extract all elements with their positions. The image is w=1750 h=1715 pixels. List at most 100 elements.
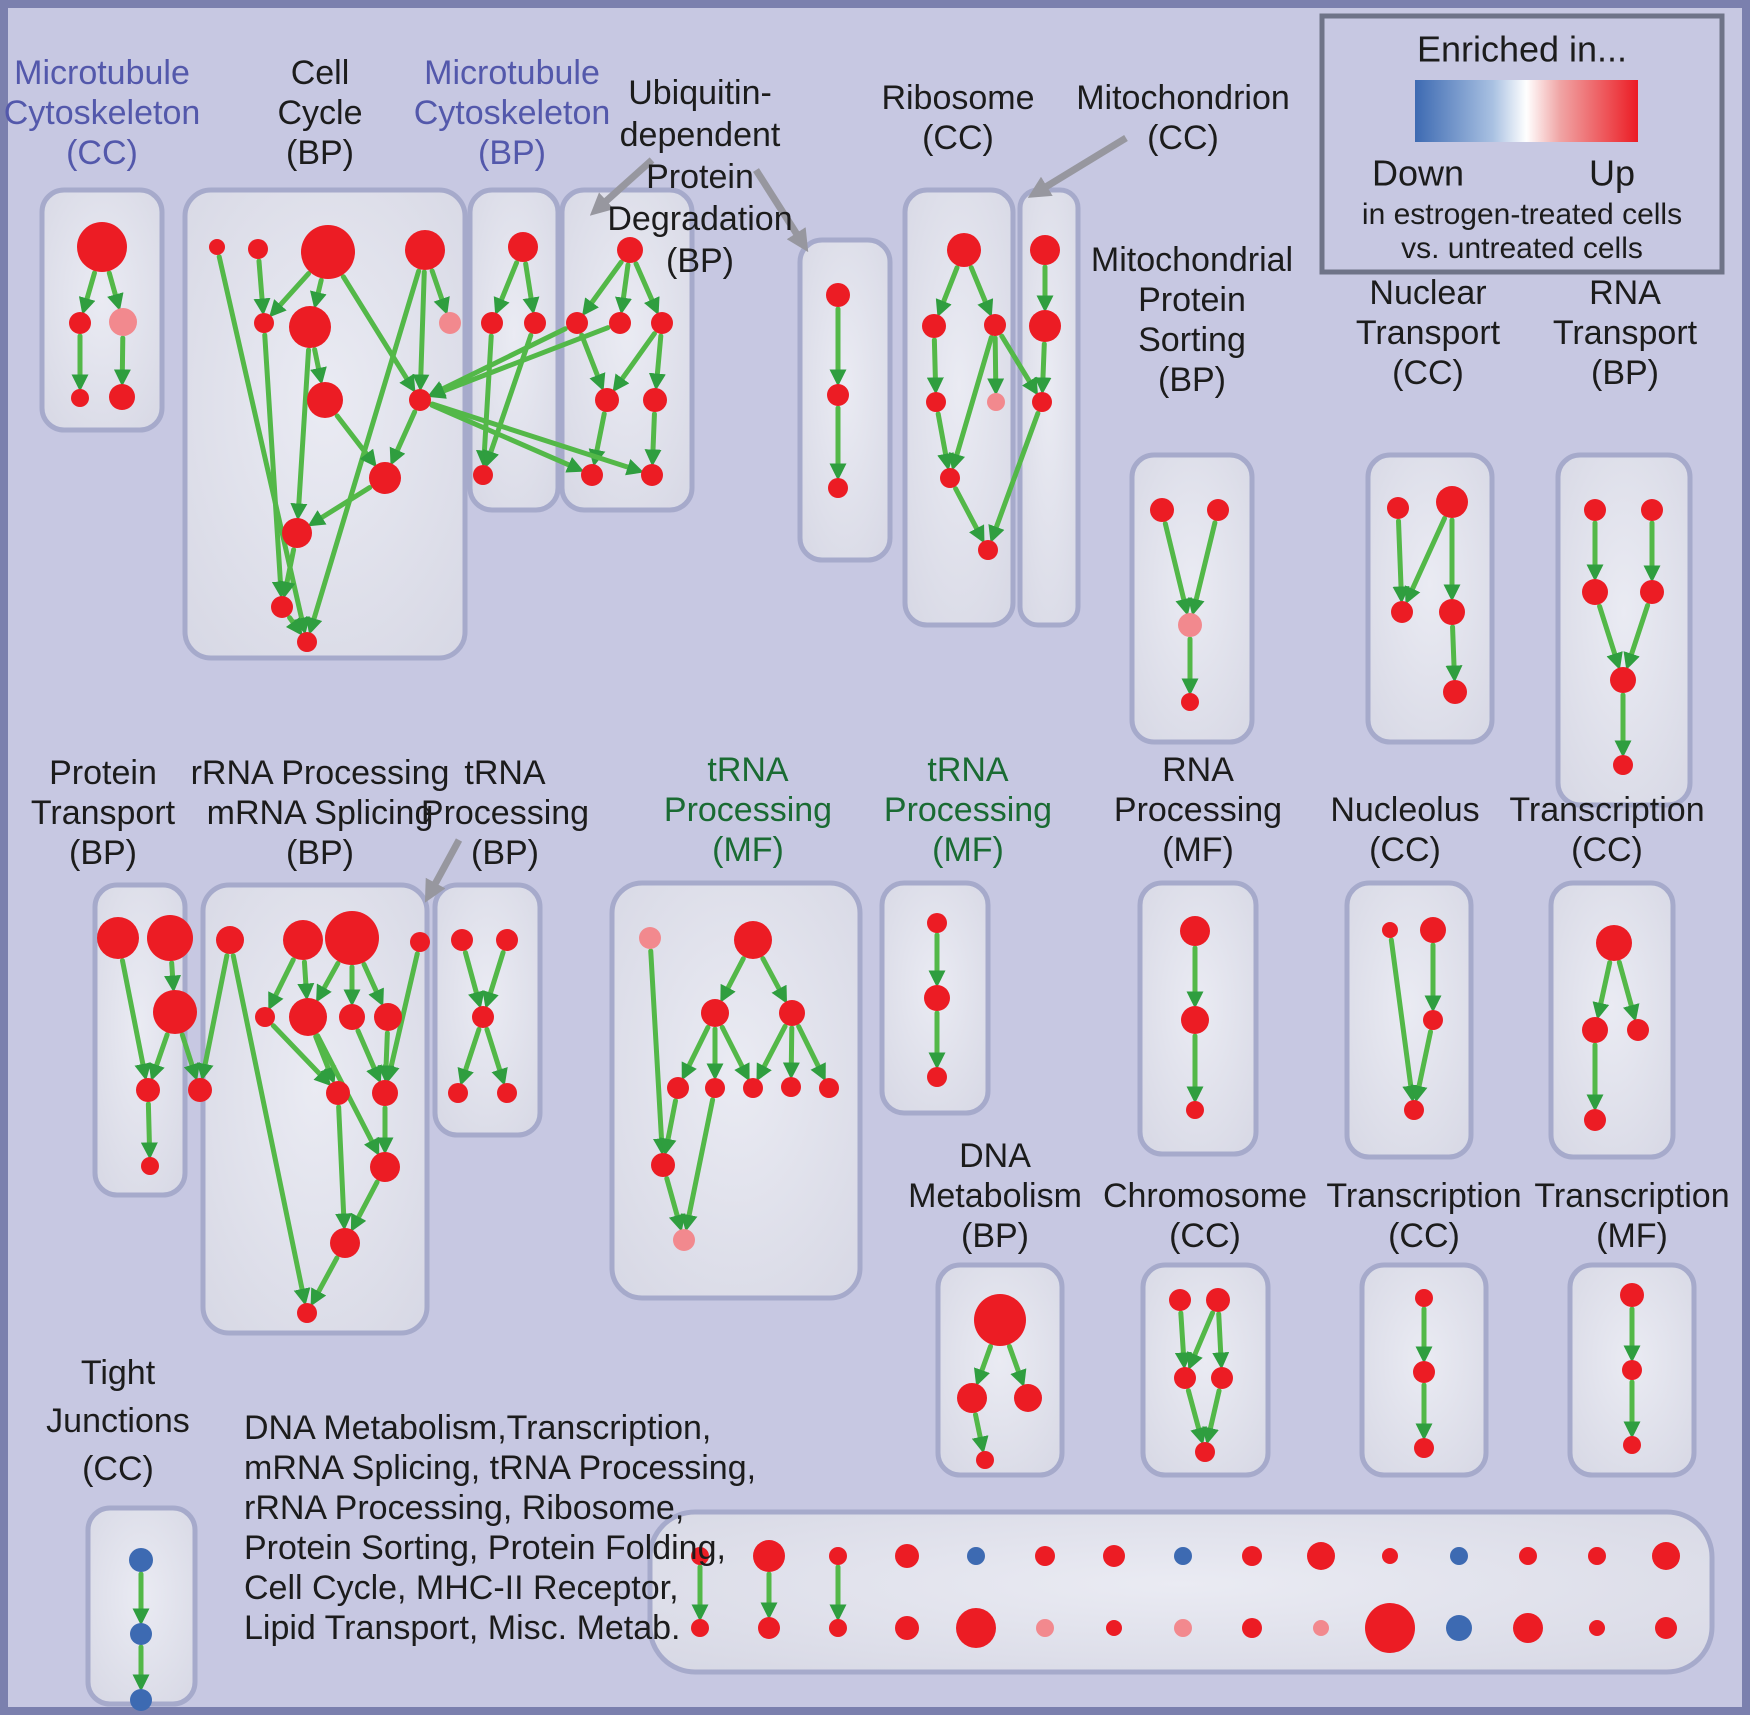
footer-text: DNA Metabolism,Transcription,mRNA Splici… [244, 1409, 756, 1647]
go-term-node [957, 1383, 987, 1413]
cluster-box [1344, 880, 1474, 1160]
edge-arrow [285, 615, 303, 636]
lbl-transcription-mf: (MF) [1596, 1217, 1668, 1255]
go-term-node [1640, 580, 1664, 604]
edge-arrow [1202, 1388, 1222, 1445]
go-term-node [1436, 486, 1468, 518]
cluster-box [1140, 1262, 1271, 1478]
go-term-node [1589, 1620, 1605, 1636]
lbl-tight-junctions: Junctions [46, 1402, 190, 1440]
lbl-tight-junctions: (CC) [82, 1450, 154, 1488]
lbl-ubiquitin: dependent [620, 116, 781, 154]
edge-arrow [270, 1023, 332, 1087]
go-term-node [1206, 1288, 1230, 1312]
go-term-node [705, 1078, 725, 1098]
go-term-node [978, 540, 998, 560]
go-term-node [976, 1451, 994, 1469]
go-term-node [1178, 613, 1202, 637]
go-term-node [927, 913, 947, 933]
lbl-ubiquitin: Degradation [607, 200, 792, 238]
lbl-microtubule-cc: (CC) [66, 134, 138, 172]
lbl-mito-protein-sorting: (BP) [1158, 361, 1226, 399]
edge-arrow [493, 260, 520, 316]
go-term-node [895, 1616, 919, 1640]
edge-arrow [1623, 602, 1651, 670]
go-term-node [497, 1083, 517, 1103]
go-term-node [1413, 1361, 1435, 1383]
edge-arrow [269, 271, 312, 318]
legend: Enriched in... Down Up in estrogen-treat… [1319, 13, 1725, 275]
go-term-node [639, 927, 661, 949]
go-term-node [283, 920, 323, 960]
lbl-dna-metabolism: DNA [959, 1137, 1031, 1175]
lbl-rna-transport: Transport [1553, 314, 1698, 352]
lbl-trna-mf-2: Processing [884, 791, 1052, 829]
edge-arrow [361, 961, 384, 1007]
edge-arrow [310, 1255, 340, 1307]
go-term-node [330, 1228, 360, 1258]
edge-arrow [1410, 1029, 1434, 1103]
lbl-nuclear-transport: Nuclear [1369, 274, 1486, 312]
edge-arrow [1597, 603, 1623, 670]
lbl-nuclear-transport: (CC) [1392, 354, 1464, 392]
lbl-dna-metabolism: Metabolism [908, 1177, 1082, 1215]
lbl-mito-protein-sorting: Sorting [1138, 321, 1246, 359]
lbl-transcription-cc-2: (CC) [1388, 1217, 1460, 1255]
cluster-box [647, 1509, 1715, 1675]
go-term-node [307, 382, 343, 418]
go-term-node [1174, 1367, 1196, 1389]
edge-arrow [389, 409, 418, 466]
label-pointer-arrow [589, 157, 655, 216]
edge-arrow [482, 949, 506, 1009]
go-term-node [827, 384, 849, 406]
go-term-node [374, 1003, 402, 1031]
edge-arrow [164, 960, 182, 993]
lbl-cell-cycle: Cell [291, 54, 350, 92]
edge-arrow [429, 268, 450, 315]
go-term-node [1620, 1283, 1644, 1307]
go-term-node [617, 237, 643, 263]
edge-arrow [253, 258, 271, 316]
go-term-node [922, 314, 946, 338]
go-term-node [701, 999, 729, 1027]
edge-arrow [148, 1032, 170, 1081]
edge-arrow [935, 411, 954, 471]
cluster-box [609, 880, 863, 1301]
edge-arrow [297, 959, 315, 1001]
go-term-node [370, 1152, 400, 1182]
edge-arrow [427, 326, 568, 397]
edge-arrow [382, 951, 420, 1083]
lbl-ribosome: (CC) [922, 119, 994, 157]
lbl-rna-transport: RNA [1589, 274, 1661, 312]
go-term-node [1420, 917, 1446, 943]
go-term-node [1030, 235, 1060, 265]
go-term-node [651, 312, 673, 334]
edge-arrow [1187, 1310, 1216, 1371]
go-term-node [301, 225, 355, 279]
edge-arrow [310, 347, 327, 385]
go-term-node [956, 1608, 996, 1648]
go-term-node [1623, 1436, 1641, 1454]
go-term-node [1106, 1620, 1122, 1636]
edge-arrow [1445, 624, 1463, 683]
edge-arrow [290, 347, 312, 521]
go-term-node [369, 462, 401, 494]
go-term-node [1641, 499, 1663, 521]
legend-box [1319, 13, 1725, 275]
go-term-node [1103, 1545, 1125, 1567]
cluster-box [559, 187, 695, 513]
go-term-node [566, 312, 588, 334]
go-term-node [1596, 925, 1632, 961]
edge-arrow [310, 277, 327, 309]
edge-arrow [457, 1026, 482, 1086]
lbl-trna-mf-1: tRNA [707, 751, 789, 789]
go-term-node [1150, 498, 1174, 522]
go-term-node [673, 1229, 695, 1251]
go-term-node [1519, 1547, 1537, 1565]
go-term-node [130, 1689, 152, 1711]
annotation-arrows [424, 135, 1128, 903]
go-term-node [924, 985, 950, 1011]
lbl-nuclear-transport: Transport [1356, 314, 1501, 352]
go-term-node [473, 465, 493, 485]
go-term-node [1242, 1546, 1262, 1566]
